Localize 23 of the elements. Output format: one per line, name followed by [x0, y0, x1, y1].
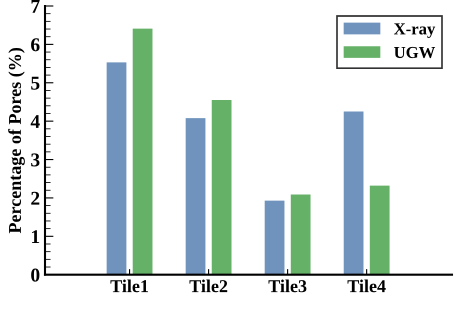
- y-tick-label: 3: [31, 153, 40, 166]
- y-tick-label: 6: [31, 38, 40, 52]
- bar: [212, 100, 232, 275]
- bar: [106, 62, 126, 275]
- y-tick-label: 2: [31, 192, 40, 205]
- y-tick-label: 7: [32, 0, 40, 13]
- y-axis-title: Percentage of Pores (%): [8, 48, 25, 234]
- legend-label: UGW: [394, 46, 436, 58]
- bar: [290, 194, 311, 275]
- bar: [264, 200, 284, 275]
- bar: [186, 118, 206, 275]
- bar: [370, 186, 390, 275]
- legend-label: X-ray: [394, 23, 436, 38]
- y-tick-label: 4: [30, 115, 40, 128]
- x-tick-label: Tile4: [348, 280, 386, 292]
- y-tick-label: 1: [32, 230, 40, 244]
- bar: [344, 112, 364, 275]
- y-tick-label: 5: [31, 76, 40, 90]
- y-tick-label: 0: [31, 268, 40, 282]
- x-tick-label: Tile2: [189, 280, 228, 292]
- x-tick-label: Tile1: [110, 280, 148, 292]
- x-tick-label: Tile3: [268, 280, 306, 292]
- bar: [132, 28, 152, 275]
